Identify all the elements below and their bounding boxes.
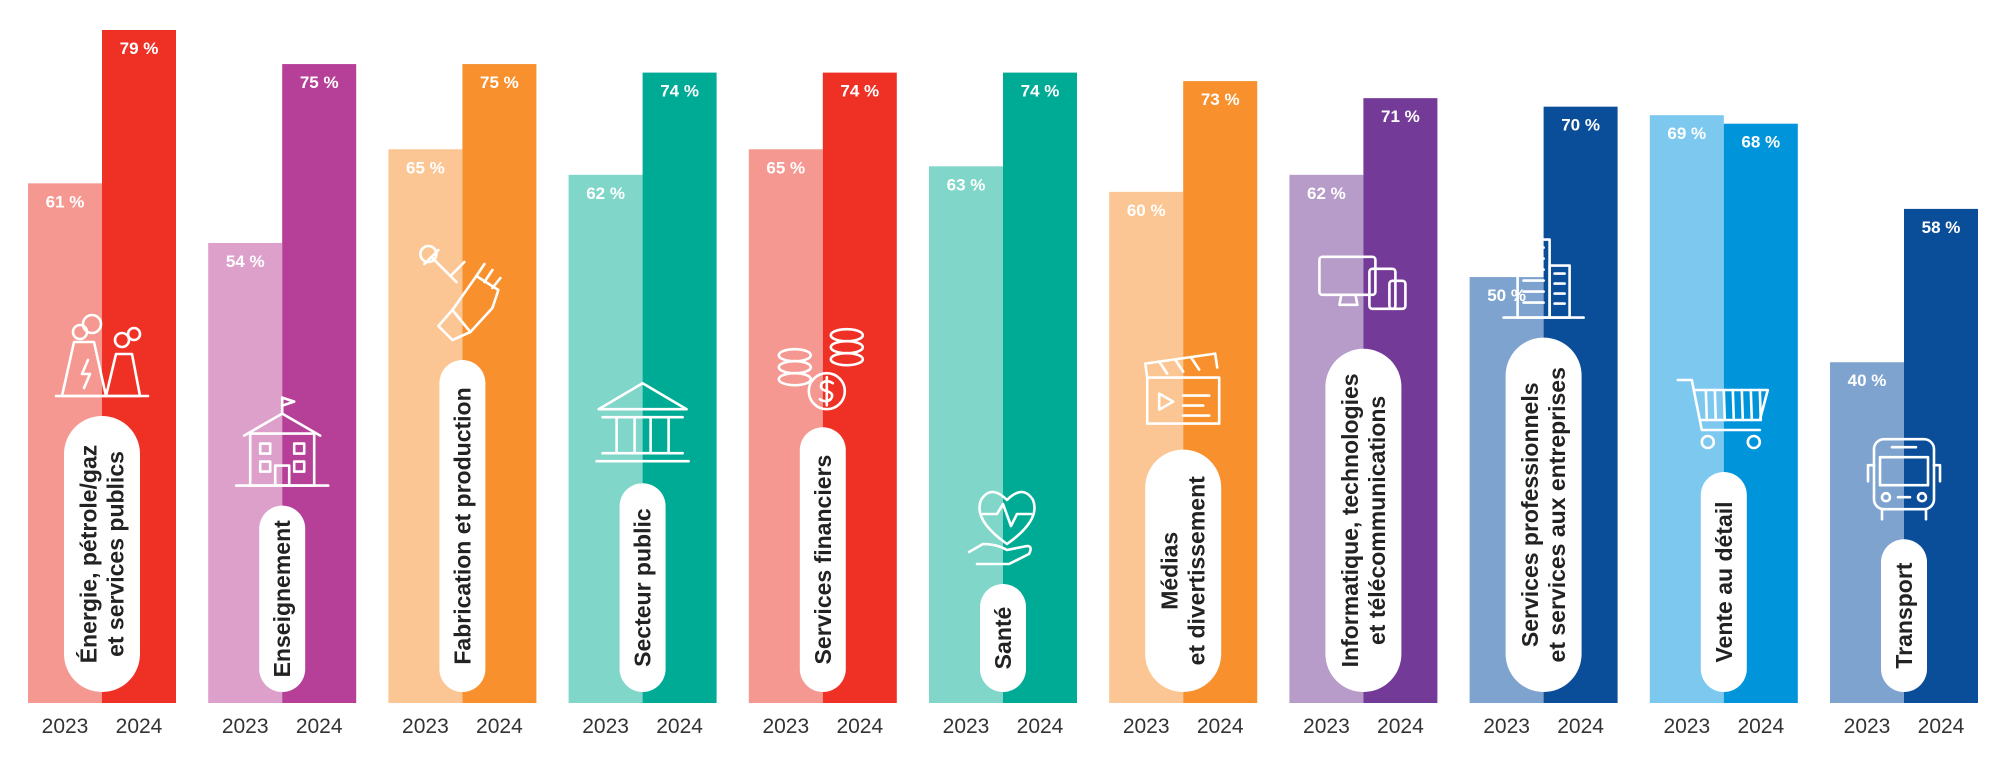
category-group-enseignement: 54 % 75 % 2023 2024 Enseignement xyxy=(208,64,357,738)
category-label: Services professionnels xyxy=(1517,382,1543,647)
category-pill xyxy=(1505,337,1582,692)
category-label: et divertissement xyxy=(1184,476,1210,666)
value-label-2024: 71 % xyxy=(1381,107,1420,126)
shopping-cart-icon xyxy=(1676,378,1770,450)
category-label: Informatique, technologies xyxy=(1337,373,1363,667)
value-label-2023: 62 % xyxy=(1307,184,1346,203)
year-label-2024: 2024 xyxy=(476,715,523,738)
category-group-secteur-public: 62 % 74 % 2023 2024 Secteur public xyxy=(568,72,717,738)
category-pill xyxy=(1145,449,1222,692)
year-label-2024: 2024 xyxy=(1197,715,1244,738)
category-label: et services aux entreprises xyxy=(1544,367,1570,662)
category-label: Secteur public xyxy=(630,508,656,667)
category-pill xyxy=(439,360,486,692)
value-label-2024: 58 % xyxy=(1922,218,1961,237)
category-label: Enseignement xyxy=(269,520,295,678)
year-label-2024: 2024 xyxy=(1377,715,1424,738)
category-label: Santé xyxy=(990,607,1016,670)
category-pill xyxy=(1325,348,1402,692)
government-building-icon xyxy=(595,381,690,463)
office-building-icon xyxy=(1502,238,1585,319)
value-label-2024: 75 % xyxy=(480,73,519,92)
year-label-2024: 2024 xyxy=(1737,715,1784,738)
value-label-2023: 69 % xyxy=(1667,124,1706,143)
year-label-2023: 2023 xyxy=(1123,715,1170,738)
category-pill xyxy=(619,483,666,692)
year-label-2023: 2023 xyxy=(943,715,990,738)
bus-icon xyxy=(1866,437,1942,521)
category-label: et télécommunications xyxy=(1364,396,1390,645)
category-pill xyxy=(64,416,140,692)
year-label-2024: 2024 xyxy=(836,715,883,738)
value-label-2023: 62 % xyxy=(586,184,625,203)
year-label-2023: 2023 xyxy=(402,715,449,738)
category-label: Services financiers xyxy=(810,455,836,665)
value-label-2024: 70 % xyxy=(1561,116,1600,135)
value-label-2023: 60 % xyxy=(1127,201,1166,220)
year-label-2023: 2023 xyxy=(582,715,629,738)
coins-dollar-icon xyxy=(777,327,865,411)
year-label-2024: 2024 xyxy=(1918,715,1965,738)
category-group-services-professionnels-et-services-aux-entreprises: 50 % 70 % 2023 2024 Services professionnels e… xyxy=(1469,106,1618,738)
year-label-2024: 2024 xyxy=(1557,715,1604,738)
value-label-2024: 74 % xyxy=(660,82,699,101)
category-pill xyxy=(1700,472,1747,692)
value-label-2023: 50 % xyxy=(1487,286,1526,305)
category-group-vente-au-detail: 69 % 68 % 2023 2024 Vente au détail xyxy=(1649,115,1798,738)
category-pill xyxy=(259,505,306,692)
category-label: et services publics xyxy=(103,451,129,657)
category-pill xyxy=(799,427,846,692)
heart-hand-icon xyxy=(967,490,1036,566)
category-group-sante: 63 % 74 % 2023 2024 Santé xyxy=(929,72,1077,738)
category-group-informatique-technologies-et-telecommunications: 62 % 71 % 2023 2024 Informatique, technologi… xyxy=(1289,98,1438,738)
year-label-2023: 2023 xyxy=(762,715,809,738)
value-label-2024: 79 % xyxy=(120,39,159,58)
year-label-2024: 2024 xyxy=(1017,715,1064,738)
value-label-2024: 74 % xyxy=(840,82,879,101)
category-group-medias-et-divertissement: 60 % 73 % 2023 2024 Médias et divertissement xyxy=(1109,81,1258,738)
school-icon xyxy=(234,396,330,487)
wrench-glove-icon xyxy=(419,244,502,342)
category-pill xyxy=(1881,539,1927,692)
year-label-2023: 2023 xyxy=(222,715,269,738)
value-label-2024: 73 % xyxy=(1201,90,1240,109)
power-plant-icon xyxy=(54,313,150,398)
year-label-2023: 2023 xyxy=(1663,715,1710,738)
category-group-energie-petrole-gaz-et-services-publics: 61 % 79 % 2023 2024 Énergie, pétrole/gaz et s… xyxy=(28,30,176,738)
value-label-2023: 54 % xyxy=(226,252,265,271)
value-label-2024: 68 % xyxy=(1741,133,1780,152)
devices-icon xyxy=(1318,255,1407,311)
value-label-2023: 65 % xyxy=(406,158,445,177)
category-label: Énergie, pétrole/gaz xyxy=(75,445,102,664)
category-pill xyxy=(980,584,1026,692)
clapperboard-icon xyxy=(1143,352,1221,425)
category-group-services-financiers: 65 % 74 % 2023 2024 Services financiers xyxy=(748,72,897,738)
value-label-2024: 75 % xyxy=(300,73,339,92)
category-group-fabrication-et-production: 65 % 75 % 2023 2024 Fabrication et productio… xyxy=(388,64,537,738)
category-group-transport: 40 % 58 % 2023 2024 Transport xyxy=(1830,208,1978,738)
year-label-2023: 2023 xyxy=(1483,715,1530,738)
value-label-2023: 61 % xyxy=(46,192,85,211)
year-label-2023: 2023 xyxy=(1844,715,1891,738)
category-label: Médias xyxy=(1157,532,1183,610)
year-label-2024: 2024 xyxy=(296,715,343,738)
category-label: Fabrication et production xyxy=(449,387,475,664)
value-label-2023: 65 % xyxy=(766,158,805,177)
value-label-2024: 74 % xyxy=(1021,82,1060,101)
year-label-2024: 2024 xyxy=(116,715,163,738)
category-label: Vente au détail xyxy=(1711,501,1737,662)
year-label-2023: 2023 xyxy=(42,715,89,738)
category-label: Transport xyxy=(1891,562,1917,668)
value-label-2023: 63 % xyxy=(947,175,986,194)
value-label-2023: 40 % xyxy=(1848,371,1887,390)
year-label-2023: 2023 xyxy=(1303,715,1350,738)
year-label-2024: 2024 xyxy=(656,715,703,738)
